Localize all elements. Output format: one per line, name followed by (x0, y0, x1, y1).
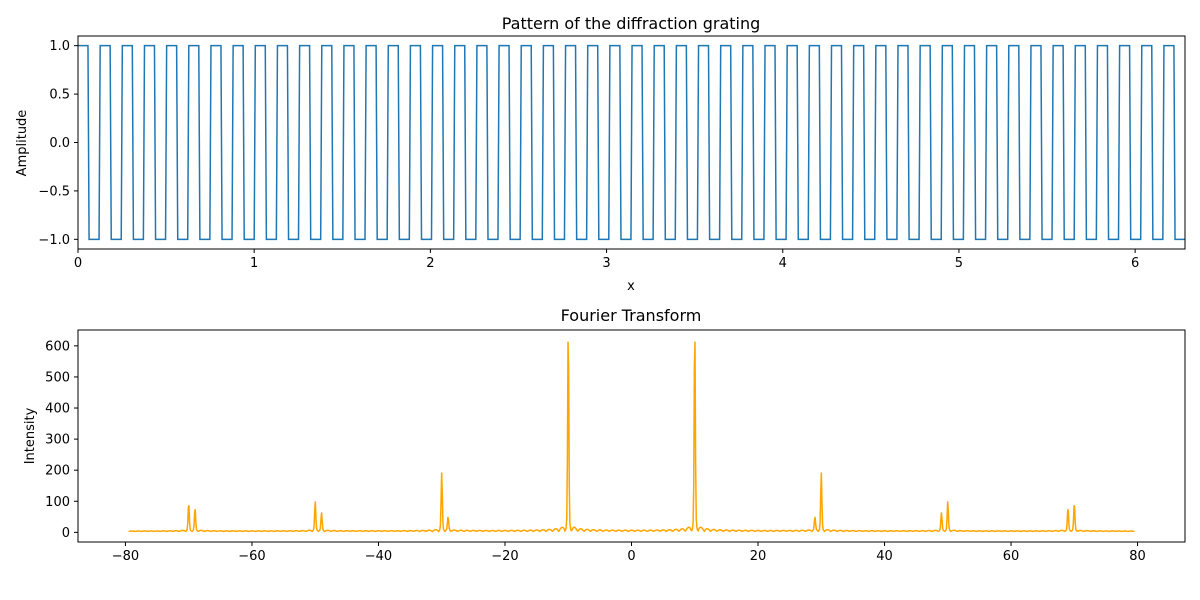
x-tick-label: −60 (238, 549, 265, 564)
chart-title: Pattern of the diffraction grating (502, 14, 761, 33)
chart-fourier-transform: Fourier Transform −80 −60 −40 −20 0 20 40 60 80 … (23, 306, 1186, 564)
x-tick-label: −40 (365, 549, 392, 564)
y-tick-label: 200 (45, 464, 70, 479)
plot-area (78, 44, 1185, 241)
x-axis: −80 −60 −40 −20 0 20 40 60 80 (112, 542, 1146, 564)
x-tick-label: 5 (955, 256, 963, 271)
y-tick-label: 0.0 (49, 136, 70, 151)
x-tick-label: 1 (250, 256, 258, 271)
y-tick-label: 1.0 (49, 39, 70, 54)
x-tick-label: 2 (426, 256, 434, 271)
axes-frame (77, 329, 1186, 543)
y-tick-label: 300 (45, 433, 70, 448)
x-tick-label: −20 (491, 549, 518, 564)
x-tick-label: 3 (602, 256, 610, 271)
y-tick-label: 600 (45, 339, 70, 354)
x-tick-label: 20 (750, 549, 767, 564)
x-tick-label: 40 (876, 549, 893, 564)
x-tick-label: 0 (627, 549, 635, 564)
y-tick-label: −1.0 (38, 233, 70, 248)
y-axis: 0 100 200 300 400 500 600 (45, 339, 78, 541)
y-axis: 1.0 0.5 0.0 −0.5 −1.0 (38, 39, 78, 248)
y-tick-label: 400 (45, 402, 70, 417)
y-axis-label: Amplitude (15, 110, 30, 177)
y-tick-label: 500 (45, 370, 70, 385)
x-tick-label: 80 (1129, 549, 1146, 564)
x-tick-label: 0 (74, 256, 82, 271)
plot-area (128, 341, 1135, 533)
series-line-spectrum (128, 341, 1135, 533)
y-axis-label: Intensity (23, 407, 38, 464)
y-tick-label: 0.5 (49, 88, 70, 103)
x-axis-label: x (627, 279, 635, 294)
x-tick-label: 6 (1131, 256, 1139, 271)
x-tick-label: 60 (1003, 549, 1020, 564)
x-axis: 0 1 2 3 4 5 6 (74, 249, 1139, 271)
series-line-square-wave (78, 44, 1185, 241)
y-tick-label: −0.5 (38, 184, 70, 199)
chart-title: Fourier Transform (561, 306, 702, 325)
x-tick-label: 4 (779, 256, 787, 271)
y-tick-label: 100 (45, 495, 70, 510)
y-tick-label: 0 (62, 526, 70, 541)
chart-grating-pattern: Pattern of the diffraction grating 0 1 2 3 4… (15, 14, 1186, 294)
x-tick-label: −80 (112, 549, 139, 564)
